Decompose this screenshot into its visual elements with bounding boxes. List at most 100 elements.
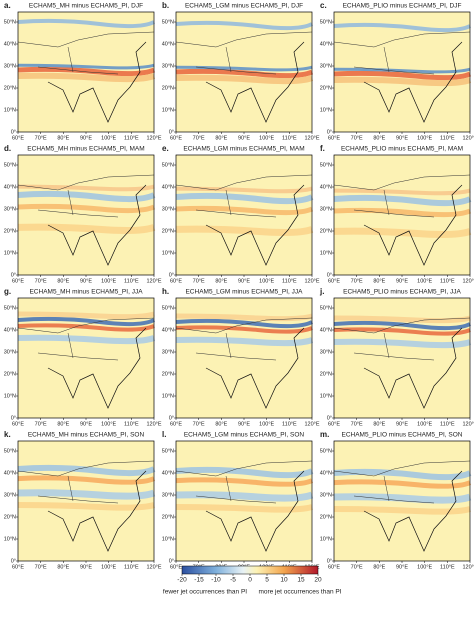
lat-label: 30°N [4,63,16,69]
anomaly-band [17,203,156,214]
lat-label: 40°N [4,41,16,47]
anomaly-band [17,18,155,29]
anomaly-band [333,22,471,33]
lon-label: 110°E [440,278,455,284]
lon-label: 110°E [440,135,455,141]
panel-title: ECHAM5_LGM minus ECHAM5_PI, MAM [183,146,304,153]
lat-label: 10°N [320,536,332,542]
lat-label: 40°N [320,327,332,333]
colorbar-tick-label: 10 [280,577,288,584]
lon-label: 100°E [101,564,116,570]
lat-label: 30°N [320,349,332,355]
anomaly-band [333,194,472,207]
lat-label: 20°N [4,228,16,234]
border [175,31,313,75]
lat-label: 40°N [320,184,332,190]
panel-letter: a. [4,1,11,10]
lat-label: 0° [327,415,332,421]
panel-letter: k. [4,430,11,439]
colorbar-tick-label: 15 [297,577,305,584]
lon-label: 90°E [238,278,250,284]
lat-label: 20°N [320,85,332,91]
lon-label: 80°E [57,564,69,570]
anomaly-band [175,313,313,322]
anomaly-band [17,184,155,192]
lat-label: 10°N [320,250,332,256]
panel-letter: l. [162,430,166,439]
lon-label: 100°E [101,278,116,284]
anomaly-band [175,205,314,216]
colorbar-tick-label: -20 [177,577,187,584]
lat-label: 40°N [162,470,174,476]
lon-label: 60°E [328,135,340,141]
panel-title: ECHAM5_MH minus ECHAM5_PI, JJA [29,289,143,296]
lon-label: 90°E [396,421,408,427]
lat-label: 0° [327,558,332,564]
panel-title: ECHAM5_PLIO minus ECHAM5_PI, DJF [343,3,462,10]
lon-label: 60°E [12,564,24,570]
coastline [47,470,147,552]
lon-label: 110°E [282,421,297,427]
map-panel: b. ECHAM5_LGM minus ECHAM5_PI, DJF 0° 10°N 2… [162,1,320,141]
anomaly-band [175,74,314,85]
lat-label: 30°N [320,206,332,212]
lon-label: 60°E [328,421,340,427]
lat-label: 0° [169,272,174,278]
lon-label: 120°E [146,135,161,141]
anomaly-band [175,325,313,334]
lat-label: 50°N [4,19,16,25]
lat-label: 40°N [4,327,16,333]
coastline [363,184,463,266]
anomaly-band [17,316,155,327]
anomaly-band [17,72,156,83]
border [333,317,471,361]
anomaly-band [17,464,156,477]
lon-label: 110°E [124,564,139,570]
panel-letter: f. [320,144,325,153]
lon-label: 90°E [396,135,408,141]
lat-label: 10°N [162,250,174,256]
lat-label: 50°N [162,19,174,25]
lon-label: 70°E [35,421,47,427]
lon-label: 110°E [282,278,297,284]
anomaly-band [333,70,472,81]
lat-label: 40°N [320,41,332,47]
lat-label: 20°N [320,228,332,234]
colorbar [181,565,319,575]
coastline [205,41,305,123]
anomaly-band [175,491,314,502]
lon-label: 110°E [440,564,455,570]
panel-title: ECHAM5_MH minus ECHAM5_PI, MAM [27,146,144,153]
anomaly-band [175,466,314,479]
lat-label: 50°N [320,305,332,311]
anomaly-band [175,504,313,513]
lon-label: 80°E [57,135,69,141]
anomaly-band [17,334,156,345]
lon-label: 110°E [282,135,297,141]
lat-label: 0° [327,272,332,278]
lat-label: 30°N [4,349,16,355]
lat-label: 10°N [162,107,174,113]
coastline [47,327,147,409]
anomaly-band [333,338,472,349]
lat-label: 10°N [162,393,174,399]
lat-label: 40°N [162,327,174,333]
lat-label: 0° [11,558,16,564]
panel-letter: j. [319,287,324,296]
lon-label: 110°E [440,421,455,427]
lat-label: 50°N [162,305,174,311]
colorbar-label: more jet occurrences than PI [258,589,341,596]
lat-label: 20°N [162,228,174,234]
lon-label: 70°E [351,278,363,284]
lat-label: 40°N [4,184,16,190]
lon-label: 80°E [57,278,69,284]
lat-label: 0° [11,415,16,421]
anomaly-band [333,479,472,489]
map-panel: d. ECHAM5_MH minus ECHAM5_PI, MAM 0° 10°N 20… [4,144,162,284]
lon-label: 110°E [124,278,139,284]
anomaly-band [175,477,314,487]
lat-label: 0° [11,129,16,135]
coastline [47,41,147,123]
lon-label: 90°E [238,135,250,141]
